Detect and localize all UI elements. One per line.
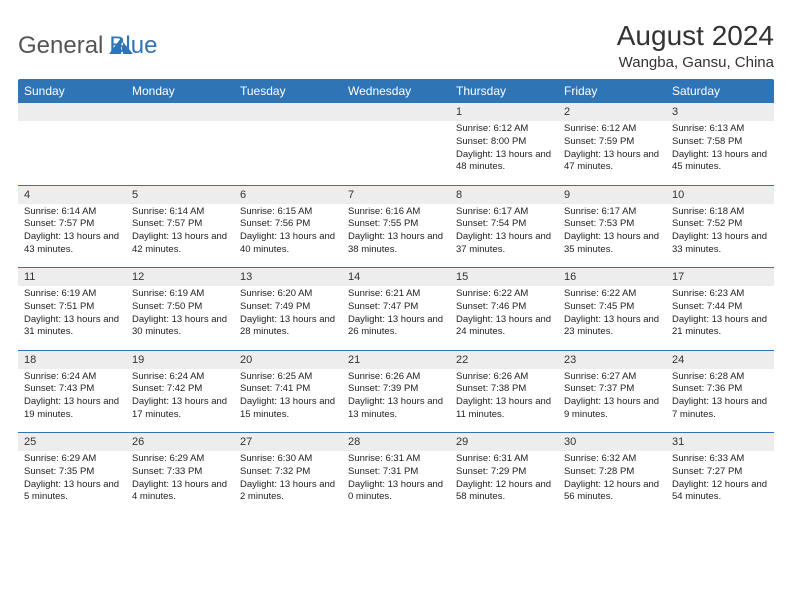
- day-detail-cell: Sunrise: 6:17 AMSunset: 7:54 PMDaylight:…: [450, 204, 558, 268]
- day-detail-cell: Sunrise: 6:14 AMSunset: 7:57 PMDaylight:…: [18, 204, 126, 268]
- day-number-row: 11121314151617: [18, 268, 774, 287]
- day-number-cell: 4: [18, 185, 126, 204]
- day-detail-cell: Sunrise: 6:31 AMSunset: 7:29 PMDaylight:…: [450, 451, 558, 515]
- day-detail-cell: Sunrise: 6:23 AMSunset: 7:44 PMDaylight:…: [666, 286, 774, 350]
- dow-thursday: Thursday: [450, 79, 558, 103]
- day-detail-cell: Sunrise: 6:20 AMSunset: 7:49 PMDaylight:…: [234, 286, 342, 350]
- day-number-row: 123: [18, 103, 774, 121]
- day-detail-row: Sunrise: 6:14 AMSunset: 7:57 PMDaylight:…: [18, 204, 774, 268]
- day-detail-cell: Sunrise: 6:19 AMSunset: 7:51 PMDaylight:…: [18, 286, 126, 350]
- day-detail-cell: Sunrise: 6:18 AMSunset: 7:52 PMDaylight:…: [666, 204, 774, 268]
- day-number-cell: 6: [234, 185, 342, 204]
- day-number-cell: 27: [234, 433, 342, 452]
- day-number-cell: 19: [126, 350, 234, 369]
- day-number-cell: 11: [18, 268, 126, 287]
- day-number-cell: 2: [558, 103, 666, 121]
- day-number-cell: 10: [666, 185, 774, 204]
- dow-saturday: Saturday: [666, 79, 774, 103]
- day-detail-cell: Sunrise: 6:26 AMSunset: 7:39 PMDaylight:…: [342, 369, 450, 433]
- day-detail-cell: Sunrise: 6:19 AMSunset: 7:50 PMDaylight:…: [126, 286, 234, 350]
- day-number-cell: 22: [450, 350, 558, 369]
- day-detail-cell: Sunrise: 6:22 AMSunset: 7:46 PMDaylight:…: [450, 286, 558, 350]
- day-number-cell: 9: [558, 185, 666, 204]
- day-number-cell: 31: [666, 433, 774, 452]
- day-number-cell: 30: [558, 433, 666, 452]
- day-number-cell: 24: [666, 350, 774, 369]
- calendar-table: Sunday Monday Tuesday Wednesday Thursday…: [18, 79, 774, 515]
- brand-logo: General Blue: [18, 32, 157, 60]
- day-number-cell: 7: [342, 185, 450, 204]
- day-detail-cell: Sunrise: 6:12 AMSunset: 7:59 PMDaylight:…: [558, 121, 666, 185]
- day-number-cell: [342, 103, 450, 121]
- day-detail-cell: Sunrise: 6:12 AMSunset: 8:00 PMDaylight:…: [450, 121, 558, 185]
- day-number-cell: 28: [342, 433, 450, 452]
- day-number-cell: 17: [666, 268, 774, 287]
- dow-friday: Friday: [558, 79, 666, 103]
- day-detail-cell: [18, 121, 126, 185]
- day-number-cell: 13: [234, 268, 342, 287]
- day-detail-cell: Sunrise: 6:14 AMSunset: 7:57 PMDaylight:…: [126, 204, 234, 268]
- day-number-cell: 12: [126, 268, 234, 287]
- day-number-cell: 20: [234, 350, 342, 369]
- day-number-cell: 14: [342, 268, 450, 287]
- day-number-cell: 15: [450, 268, 558, 287]
- brand-name-2: Blue: [109, 32, 157, 59]
- day-detail-cell: Sunrise: 6:21 AMSunset: 7:47 PMDaylight:…: [342, 286, 450, 350]
- dow-sunday: Sunday: [18, 79, 126, 103]
- day-detail-cell: Sunrise: 6:24 AMSunset: 7:43 PMDaylight:…: [18, 369, 126, 433]
- location-label: Wangba, Gansu, China: [617, 54, 774, 71]
- day-of-week-row: Sunday Monday Tuesday Wednesday Thursday…: [18, 79, 774, 103]
- day-detail-cell: Sunrise: 6:29 AMSunset: 7:33 PMDaylight:…: [126, 451, 234, 515]
- day-number-cell: 18: [18, 350, 126, 369]
- day-detail-cell: [342, 121, 450, 185]
- day-detail-cell: Sunrise: 6:16 AMSunset: 7:55 PMDaylight:…: [342, 204, 450, 268]
- day-detail-cell: Sunrise: 6:22 AMSunset: 7:45 PMDaylight:…: [558, 286, 666, 350]
- day-detail-row: Sunrise: 6:12 AMSunset: 8:00 PMDaylight:…: [18, 121, 774, 185]
- day-detail-row: Sunrise: 6:29 AMSunset: 7:35 PMDaylight:…: [18, 451, 774, 515]
- day-detail-cell: Sunrise: 6:13 AMSunset: 7:58 PMDaylight:…: [666, 121, 774, 185]
- day-detail-cell: Sunrise: 6:25 AMSunset: 7:41 PMDaylight:…: [234, 369, 342, 433]
- day-detail-cell: Sunrise: 6:17 AMSunset: 7:53 PMDaylight:…: [558, 204, 666, 268]
- day-number-cell: 16: [558, 268, 666, 287]
- day-number-cell: 21: [342, 350, 450, 369]
- day-number-row: 45678910: [18, 185, 774, 204]
- day-detail-cell: Sunrise: 6:33 AMSunset: 7:27 PMDaylight:…: [666, 451, 774, 515]
- day-number-cell: [126, 103, 234, 121]
- day-detail-cell: Sunrise: 6:32 AMSunset: 7:28 PMDaylight:…: [558, 451, 666, 515]
- day-number-row: 25262728293031: [18, 433, 774, 452]
- day-detail-cell: Sunrise: 6:15 AMSunset: 7:56 PMDaylight:…: [234, 204, 342, 268]
- day-detail-cell: Sunrise: 6:30 AMSunset: 7:32 PMDaylight:…: [234, 451, 342, 515]
- day-number-cell: 5: [126, 185, 234, 204]
- day-number-cell: 3: [666, 103, 774, 121]
- day-number-cell: 25: [18, 433, 126, 452]
- brand-name-1: General: [18, 32, 103, 60]
- day-number-cell: 29: [450, 433, 558, 452]
- day-detail-cell: Sunrise: 6:31 AMSunset: 7:31 PMDaylight:…: [342, 451, 450, 515]
- day-detail-row: Sunrise: 6:24 AMSunset: 7:43 PMDaylight:…: [18, 369, 774, 433]
- day-number-cell: 8: [450, 185, 558, 204]
- dow-tuesday: Tuesday: [234, 79, 342, 103]
- day-detail-cell: Sunrise: 6:26 AMSunset: 7:38 PMDaylight:…: [450, 369, 558, 433]
- dow-monday: Monday: [126, 79, 234, 103]
- day-detail-cell: [234, 121, 342, 185]
- day-number-cell: 1: [450, 103, 558, 121]
- day-detail-cell: [126, 121, 234, 185]
- day-detail-row: Sunrise: 6:19 AMSunset: 7:51 PMDaylight:…: [18, 286, 774, 350]
- day-detail-cell: Sunrise: 6:27 AMSunset: 7:37 PMDaylight:…: [558, 369, 666, 433]
- day-detail-cell: Sunrise: 6:24 AMSunset: 7:42 PMDaylight:…: [126, 369, 234, 433]
- day-number-cell: [234, 103, 342, 121]
- page-title: August 2024: [617, 20, 774, 52]
- day-number-row: 18192021222324: [18, 350, 774, 369]
- day-detail-cell: Sunrise: 6:28 AMSunset: 7:36 PMDaylight:…: [666, 369, 774, 433]
- day-number-cell: 23: [558, 350, 666, 369]
- dow-wednesday: Wednesday: [342, 79, 450, 103]
- day-detail-cell: Sunrise: 6:29 AMSunset: 7:35 PMDaylight:…: [18, 451, 126, 515]
- day-number-cell: [18, 103, 126, 121]
- day-number-cell: 26: [126, 433, 234, 452]
